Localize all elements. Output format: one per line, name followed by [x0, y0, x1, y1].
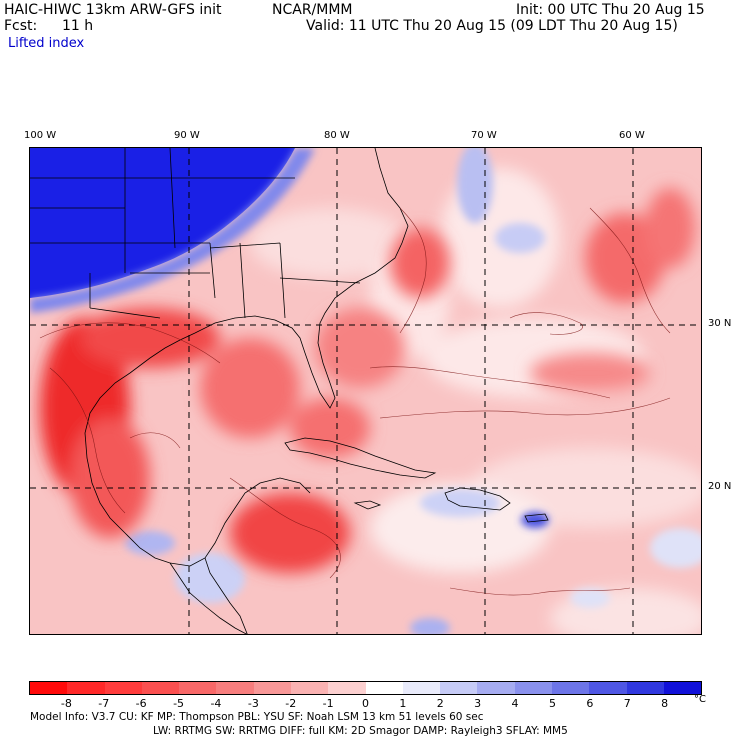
colorbar-cell — [589, 682, 627, 694]
unstable-regions — [40, 188, 695, 573]
colorbar-tick-label: 6 — [586, 697, 594, 710]
colorbar — [29, 681, 702, 695]
lon-label-100w: 100 W — [24, 130, 57, 141]
lat-label-30n: 30 N — [708, 318, 732, 329]
stable-edge — [30, 148, 315, 313]
fcst-label: Fcst: — [4, 18, 38, 34]
colorbar-tick-label: -6 — [135, 697, 147, 710]
colorbar-cell — [440, 682, 478, 694]
lon-label-80w: 80 W — [324, 130, 350, 141]
fcst-value: 11 h — [62, 18, 94, 34]
colorbar-cell — [626, 682, 664, 694]
contours — [39, 207, 671, 596]
colorbar-tick-label: 7 — [623, 697, 631, 710]
colorbar-tick-label: 3 — [474, 697, 482, 710]
valid-time: Valid: 11 UTC Thu 20 Aug 15 (09 LDT Thu … — [306, 18, 678, 34]
colorbar-cell — [141, 682, 180, 694]
colorbar-tick-label: -7 — [98, 697, 110, 710]
colorbar-tick-label: -4 — [210, 697, 222, 710]
colorbar-cell — [67, 682, 105, 694]
colorbar-tick-label: -8 — [60, 697, 72, 710]
colorbar-tick-label: 4 — [511, 697, 519, 710]
colorbar-cell — [253, 682, 291, 694]
colorbar-cell — [179, 682, 217, 694]
org-label: NCAR/MMM — [272, 2, 353, 18]
colorbar-tick-label: -2 — [285, 697, 297, 710]
colorbar-cell — [551, 682, 590, 694]
colorbar-tick-label: 5 — [548, 697, 556, 710]
colorbar-tick-label: -3 — [247, 697, 259, 710]
positive-regions — [125, 148, 701, 634]
colorbar-cell — [328, 682, 366, 694]
lon-label-60w: 60 W — [619, 130, 645, 141]
colorbar-cell — [30, 682, 68, 694]
colorbar-tick-label: -5 — [173, 697, 185, 710]
lon-label-90w: 90 W — [174, 130, 200, 141]
colorbar-tick-label: 1 — [399, 697, 407, 710]
coastlines — [30, 148, 549, 634]
model-info-line2: LW: RRTMG SW: RRTMG DIFF: full KM: 2D Sm… — [153, 725, 568, 737]
model-info-line1: Model Info: V3.7 CU: KF MP: Thompson PBL… — [30, 711, 484, 723]
colorbar-cell — [104, 682, 142, 694]
lat-label-20n: 20 N — [708, 481, 732, 492]
colorbar-tick-label: 8 — [661, 697, 669, 710]
colorbar-tick-label: -1 — [322, 697, 334, 710]
colorbar-cell — [290, 682, 329, 694]
model-title: HAIC-HIWC 13km ARW-GFS init — [4, 2, 222, 18]
colorbar-unit: °C — [694, 694, 706, 705]
field-name: Lifted index — [8, 36, 85, 51]
colorbar-tick-label: 2 — [436, 697, 444, 710]
colorbar-tick-label: 0 — [362, 697, 369, 710]
colorbar-cell — [216, 682, 254, 694]
lon-label-70w: 70 W — [471, 130, 497, 141]
graticule — [30, 148, 701, 634]
colorbar-cell — [477, 682, 515, 694]
colorbar-cell — [514, 682, 552, 694]
lifted-index-map — [29, 147, 702, 635]
init-time: Init: 00 UTC Thu 20 Aug 15 — [516, 2, 705, 18]
stable-airmass — [30, 148, 295, 298]
colorbar-cell — [663, 682, 702, 694]
map-svg — [30, 148, 701, 634]
colorbar-cell — [365, 682, 403, 694]
colorbar-cell — [402, 682, 441, 694]
